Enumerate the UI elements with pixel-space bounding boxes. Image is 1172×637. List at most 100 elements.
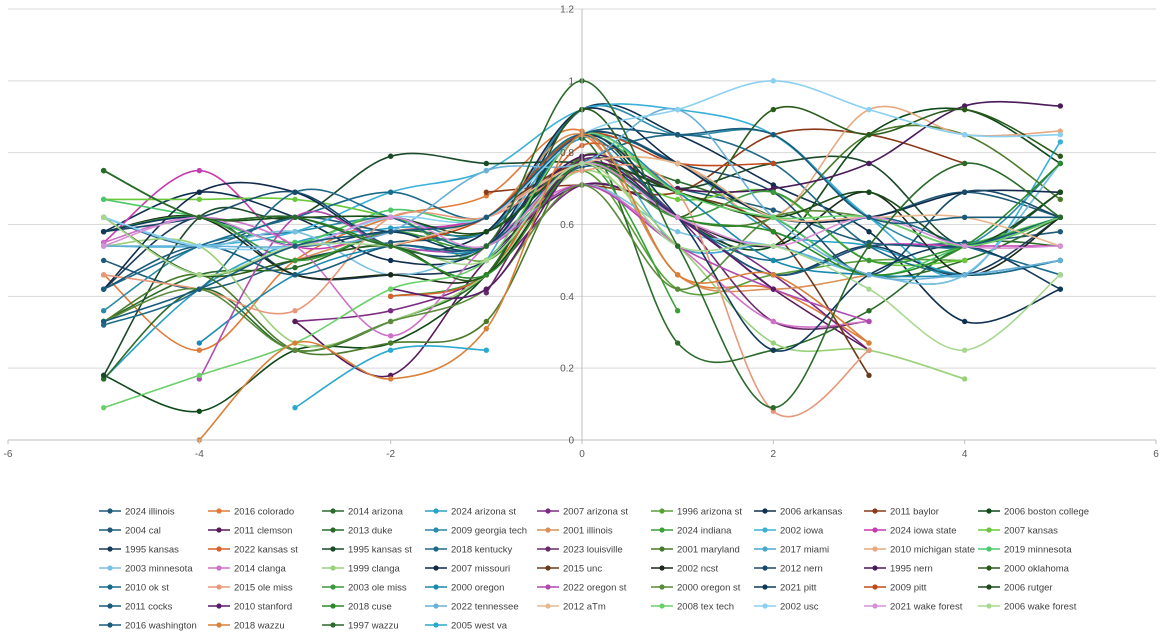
x-tick-label: 0 [579,449,585,460]
legend-label: 2022 tennessee [451,601,519,612]
data-point [483,243,490,249]
legend-label: 2006 rutger [1004,582,1053,593]
data-point [100,318,107,325]
data-point [1057,257,1064,264]
legend-item: 2019 minnesota [978,544,1072,555]
legend-label: 2000 oregon [451,582,504,593]
data-point [866,340,872,346]
legend-item: 2005 west va [425,620,508,631]
data-point [770,78,777,84]
y-tick-label: 1 [568,76,574,87]
legend-swatch-marker [330,527,336,533]
legend-item: 2002 ncst [651,563,719,574]
data-point [387,207,394,213]
legend-item: 2009 georgia tech [425,525,527,536]
legend-label: 2006 boston college [1004,506,1089,517]
legend-item: 2001 maryland [651,544,740,555]
axes [7,9,1157,444]
data-point [196,408,203,414]
legend-item: 2014 arizona [322,506,404,517]
legend-label: 2021 wake forest [890,601,963,612]
data-point [770,207,777,213]
data-point [483,160,490,167]
legend-item: 2022 oregon st [537,582,627,593]
legend-label: 1996 arizona st [677,506,742,517]
data-point [387,189,394,195]
legend-item: 2024 illinois [99,506,175,517]
data-point [387,376,394,382]
data-point [196,189,203,195]
legend-swatch-marker [107,584,113,590]
legend-item: 1999 clanga [322,563,400,574]
legend-item: 2011 cocks [99,601,173,612]
legend-item: 2022 tennessee [425,601,519,612]
series-line [102,162,1062,352]
legend-label: 2011 baylor [890,506,939,517]
legend-item: 2012 nern [754,563,823,574]
legend-item: 2018 cuse [322,601,392,612]
data-point [866,286,872,292]
legend-item: 2021 wake forest [864,601,963,612]
series-57 [292,345,490,411]
legend-swatch-marker [762,603,768,609]
data-point [483,347,490,353]
legend-item: 2010 stanford [208,601,292,612]
data-point [674,272,681,278]
data-point [1057,160,1064,167]
legend-item: 2010 michigan state [864,544,975,555]
legend-item: 2018 wazzu [208,620,285,631]
data-point [387,153,394,159]
legend-label: 2019 minnesota [1004,544,1072,555]
data-point [100,228,107,235]
legend-label: 2011 clemson [234,525,292,536]
legend-item: 2010 ok st [99,582,169,593]
legend-swatch-marker [659,508,665,514]
y-tick-label: 1.2 [560,5,574,16]
legend-swatch-marker [433,584,439,590]
legend-item: 2017 miami [754,544,829,555]
data-point [866,160,872,167]
data-point [387,272,394,278]
legend-swatch-marker [330,584,336,590]
legend-swatch-marker [986,527,992,533]
legend-swatch-marker [433,508,439,514]
legend-label: 2016 washington [125,620,197,631]
data-point [866,132,872,138]
data-point [292,404,298,411]
legend-swatch-marker [659,546,665,552]
legend-swatch-marker [330,603,336,609]
legend-label: 1995 kansas [125,544,179,555]
legend-label: 2023 louisville [563,544,623,555]
data-point [1057,243,1064,249]
legend-swatch-marker [216,584,222,590]
data-point [866,214,872,221]
legend-swatch-marker [659,603,665,609]
legend-swatch-marker [762,527,768,533]
data-point [387,214,394,221]
data-point [866,308,872,314]
data-point [866,372,872,379]
legend-swatch-marker [986,584,992,590]
data-point [961,214,968,221]
legend-label: 2000 oregon st [677,582,741,593]
legend-swatch-marker [986,565,992,571]
data-point [866,228,872,235]
legend-item: 1995 kansas [99,544,179,555]
data-point [674,308,681,314]
legend-label: 1997 wazzu [348,620,399,631]
legend-swatch-marker [545,508,551,514]
legend-swatch-marker [762,546,768,552]
legend-item: 2016 colorado [208,506,294,517]
data-point [292,243,298,249]
data-point [770,132,777,138]
data-point [961,189,968,195]
data-point [866,189,872,195]
data-point [674,106,681,113]
data-point [483,257,490,264]
legend-item: 1997 wazzu [322,620,399,631]
data-point [961,376,968,382]
legend-item: 2024 iowa state [864,525,957,536]
legend-label: 2013 duke [348,525,392,536]
legend-label: 2010 michigan state [890,544,975,555]
